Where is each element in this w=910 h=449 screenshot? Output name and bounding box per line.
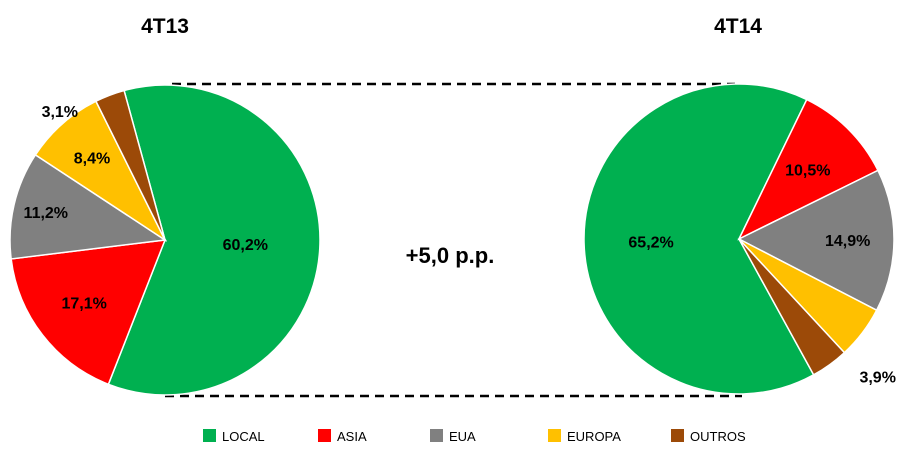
data-label-europa: 8,4% bbox=[74, 151, 110, 168]
data-label-asia: 10,5% bbox=[785, 163, 830, 180]
legend-label-eua: EUA bbox=[449, 429, 476, 444]
data-label-eua: 14,9% bbox=[825, 233, 870, 250]
pie-slice-outros bbox=[94, 89, 166, 241]
pie-slice-eua bbox=[737, 169, 895, 312]
data-label-outros: 3,1% bbox=[42, 104, 78, 121]
chart-title-right: 4T14 bbox=[714, 15, 762, 38]
pie-slice-asia bbox=[10, 239, 167, 386]
pie-slice-eua bbox=[9, 153, 168, 260]
pie-chart-4t13: 60,2% 17,1% 11,2% 8,4% 3,1% bbox=[9, 84, 321, 396]
pie-slice-asia bbox=[737, 98, 879, 241]
legend-swatch-europa bbox=[548, 429, 561, 442]
pie-slice-outros bbox=[738, 238, 846, 376]
legend-label-outros: OUTROS bbox=[690, 429, 746, 444]
legend-swatch-outros bbox=[671, 429, 684, 442]
data-label-outros: 3,9% bbox=[859, 370, 895, 387]
legend-label-local: LOCAL bbox=[222, 429, 265, 444]
pie-slice-local bbox=[107, 84, 321, 396]
data-label-eua: 11,2% bbox=[24, 205, 68, 222]
data-label-asia: 17,1% bbox=[62, 296, 107, 313]
legend-swatch-eua bbox=[430, 429, 443, 442]
pie-slice-local bbox=[583, 83, 815, 395]
legend-swatch-local bbox=[203, 429, 216, 442]
legend-label-asia: ASIA bbox=[337, 429, 367, 444]
data-label-local: 65,2% bbox=[628, 234, 673, 251]
legend-label-europa: EUROPA bbox=[567, 429, 621, 444]
legend: LOCAL ASIA EUA EUROPA OUTROS bbox=[203, 429, 746, 444]
data-label-local: 60,2% bbox=[223, 237, 268, 254]
chart-title-left: 4T13 bbox=[141, 15, 189, 38]
legend-swatch-asia bbox=[318, 429, 331, 442]
difference-annotation: +5,0 p.p. bbox=[406, 243, 495, 268]
pie-chart-4t14: 65,2%10,5%14,9%5,5%3,9% bbox=[583, 83, 896, 395]
